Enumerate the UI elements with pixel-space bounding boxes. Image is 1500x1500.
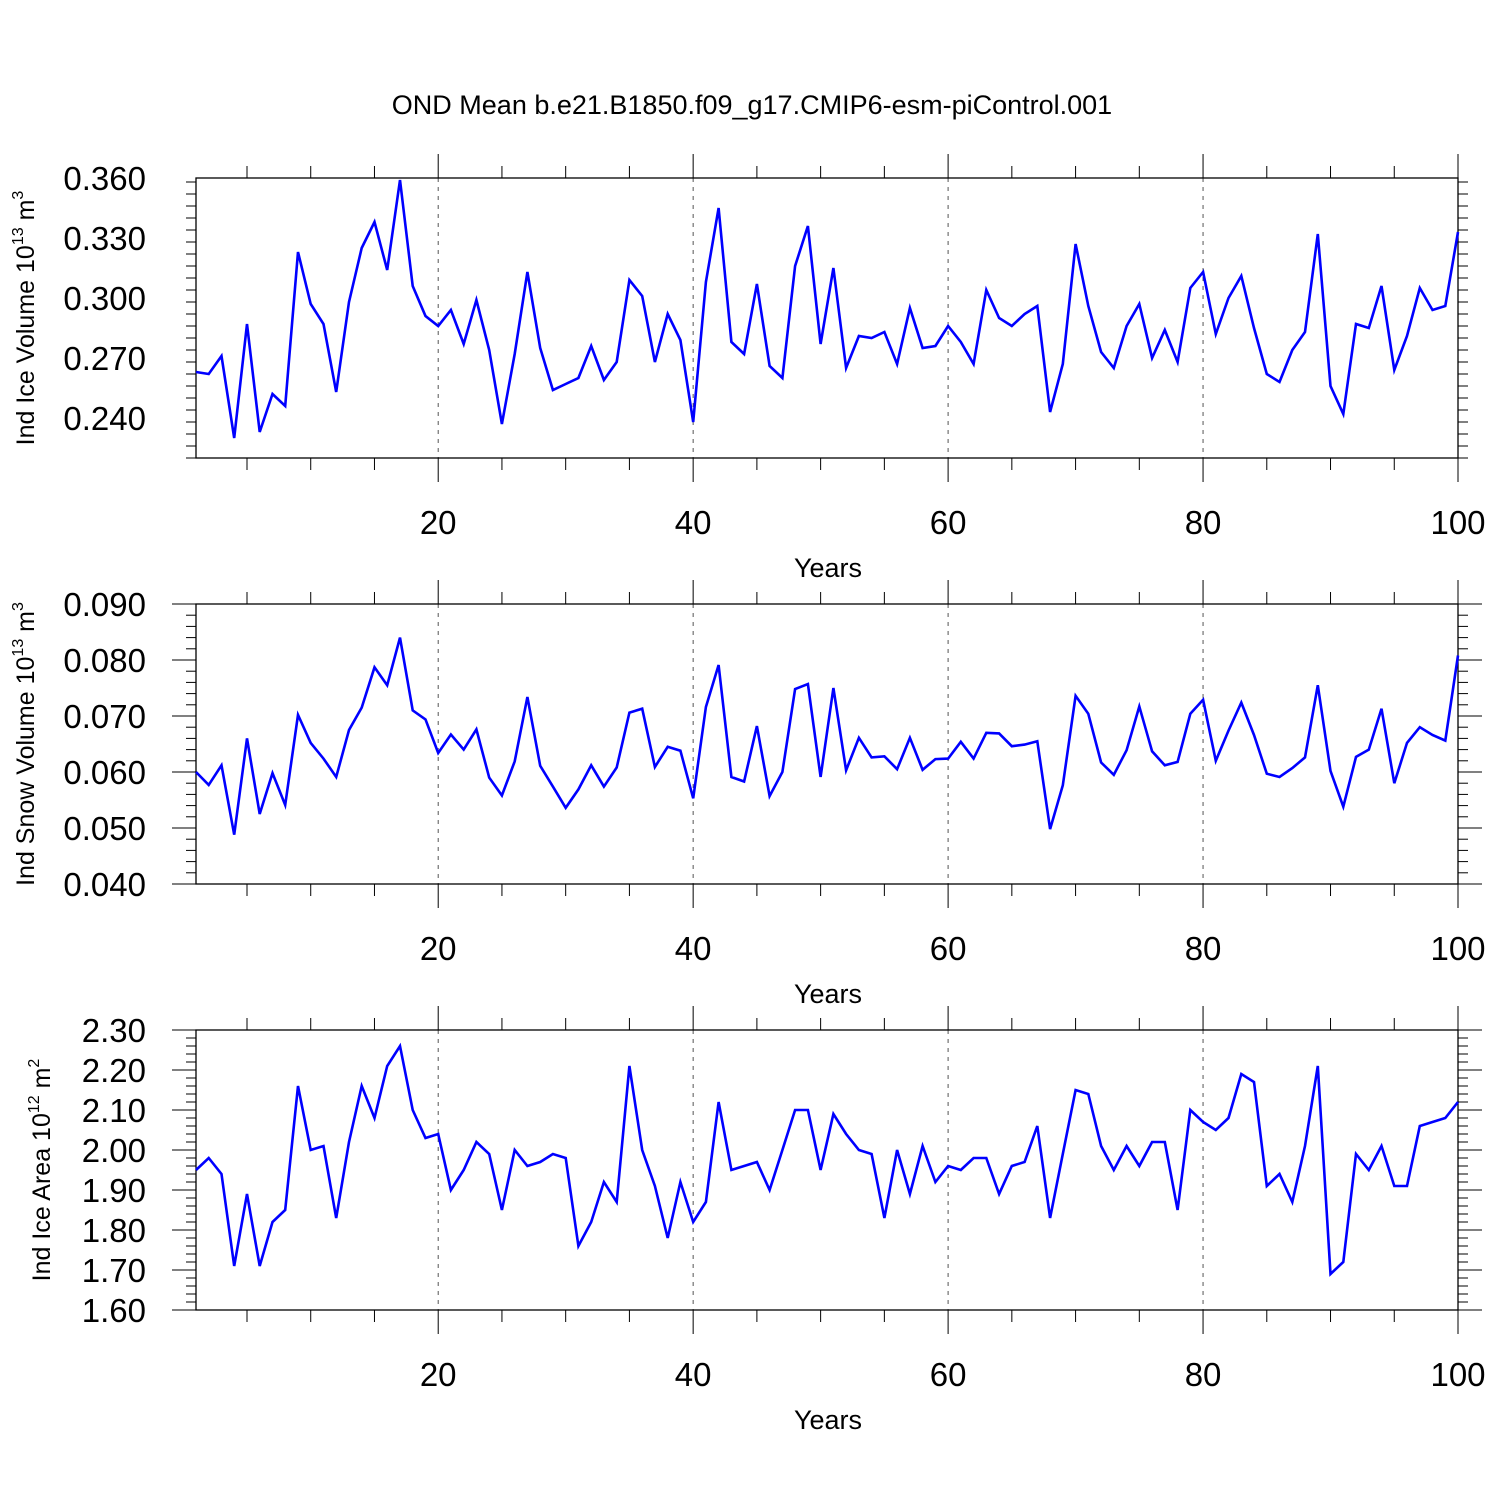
snow-volume-ytick-label: 0.040 — [63, 866, 146, 903]
ice-volume-panel: 0.240 0.270 0.300 0.330 0.360 20 40 60 80 100 Year… — [10, 154, 1486, 583]
snow-volume-xtick-label: 40 — [675, 930, 712, 967]
snow-volume-series-line — [195, 637, 1460, 835]
ice-area-ytick-label: 2.20 — [82, 1052, 146, 1089]
ice-volume-x-axis-label: Years — [794, 553, 862, 583]
ice-area-ytick-label: 2.10 — [82, 1092, 146, 1129]
ice-area-xtick-label: 100 — [1430, 1356, 1485, 1393]
ice-volume-xtick-label: 80 — [1185, 504, 1222, 541]
ice-volume-ytick-label: 0.270 — [63, 340, 146, 377]
snow-volume-xtick-label: 100 — [1430, 930, 1485, 967]
ice-area-ytick-label: 1.90 — [82, 1172, 146, 1209]
ice-volume-ytick-label: 0.240 — [63, 400, 146, 437]
snow-volume-xtick-label: 60 — [930, 930, 967, 967]
snow-volume-ytick-label: 0.080 — [63, 642, 146, 679]
ice-area-xtick-label: 40 — [675, 1356, 712, 1393]
ice-volume-ytick-label: 0.360 — [63, 160, 146, 197]
ice-area-xtick-label: 60 — [930, 1356, 967, 1393]
ice-area-xtick-label: 80 — [1185, 1356, 1222, 1393]
snow-volume-xtick-label: 80 — [1185, 930, 1222, 967]
snow-volume-ytick-label: 0.090 — [63, 586, 146, 623]
figure-title: OND Mean b.e21.B1850.f09_g17.CMIP6-esm-p… — [392, 90, 1112, 120]
ice-volume-ytick-label: 0.300 — [63, 280, 146, 317]
ice-volume-ytick-label: 0.330 — [63, 220, 146, 257]
ice-area-xtick-label: 20 — [420, 1356, 457, 1393]
snow-volume-ytick-label: 0.060 — [63, 754, 146, 791]
ice-volume-xtick-label: 60 — [930, 504, 967, 541]
ice-area-ytick-label: 2.30 — [82, 1012, 146, 1049]
snow-volume-x-axis-label: Years — [794, 979, 862, 1009]
ice-area-y-axis-label: Ind Ice Area 1012 m2 — [26, 1059, 56, 1282]
ice-volume-series-line — [195, 179, 1460, 439]
ice-area-ytick-label: 1.80 — [82, 1212, 146, 1249]
ice-area-ytick-label: 1.60 — [82, 1292, 146, 1329]
ice-area-x-axis-label: Years — [794, 1405, 862, 1435]
snow-volume-xtick-label: 20 — [420, 930, 457, 967]
ice-volume-y-axis-label: Ind Ice Volume 1013 m3 — [10, 191, 40, 446]
ice-area-series-line — [195, 1042, 1460, 1277]
ice-volume-xtick-label: 100 — [1430, 504, 1485, 541]
snow-volume-ytick-label: 0.070 — [63, 698, 146, 735]
ice-area-ytick-label: 2.00 — [82, 1132, 146, 1169]
ice-volume-plot-frame — [195, 177, 1459, 459]
snow-volume-ytick-label: 0.050 — [63, 810, 146, 847]
snow-volume-plot-frame — [195, 603, 1459, 885]
ice-area-panel: 1.601.701.801.902.002.102.202.30 20 40 60 80… — [26, 1006, 1486, 1435]
snow-volume-y-axis-label: Ind Snow Volume 1013 m3 — [10, 602, 40, 886]
ice-area-ytick-label: 1.70 — [82, 1252, 146, 1289]
ice-volume-xtick-label: 40 — [675, 504, 712, 541]
ice-volume-xtick-label: 20 — [420, 504, 457, 541]
snow-volume-panel: 0.040 0.050 0.060 0.070 0.080 0.090 20 40 60 80 10… — [10, 580, 1486, 1009]
